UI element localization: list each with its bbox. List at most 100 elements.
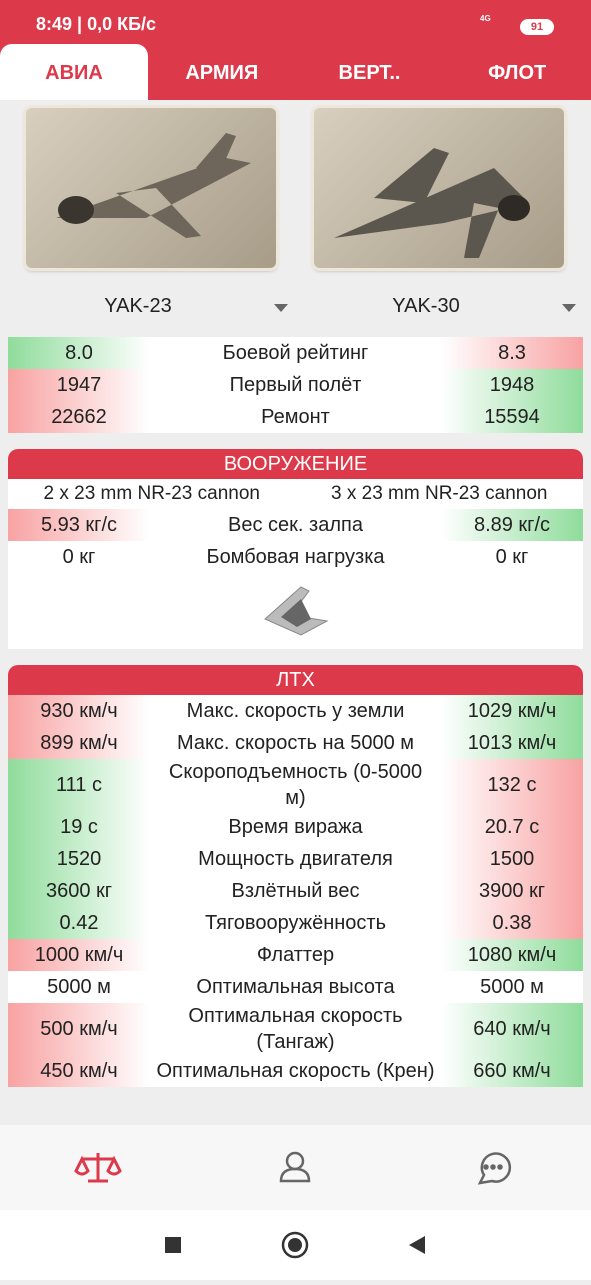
home-button[interactable] bbox=[281, 1231, 309, 1259]
left-value: 0 кг bbox=[62, 545, 96, 568]
row-label: Первый полёт bbox=[229, 374, 362, 396]
system-nav bbox=[0, 1210, 591, 1280]
network: 4G bbox=[480, 14, 491, 23]
comparison-row: 8.0 Боевой рейтинг 8.3 bbox=[8, 337, 583, 369]
row-label: Время виража bbox=[228, 816, 363, 838]
row-label: Ремонт bbox=[261, 406, 330, 428]
right-value: 0.38 bbox=[441, 907, 583, 939]
recent-button[interactable] bbox=[165, 1237, 181, 1253]
right-value: 8.89 кг/с bbox=[441, 509, 583, 541]
row-label: Оптимальная высота bbox=[196, 976, 395, 998]
row-label: Бомбовая нагрузка bbox=[206, 546, 385, 568]
dropdown-arrow[interactable] bbox=[562, 304, 576, 312]
section-header: ЛТХ bbox=[8, 665, 583, 695]
comparison-row: 1520 Мощность двигателя 1500 bbox=[8, 843, 583, 875]
row-label: Вес сек. залпа bbox=[228, 514, 363, 536]
profile-icon[interactable] bbox=[279, 1151, 311, 1183]
row-label: Флаттер bbox=[256, 944, 335, 966]
tab[interactable]: АВИА bbox=[0, 44, 148, 100]
left-value: 899 км/ч bbox=[8, 727, 150, 759]
weapons-row: 2 x 23 mm NR-23 cannon 3 x 23 mm NR-23 ca… bbox=[8, 479, 583, 509]
left-value: 500 км/ч bbox=[8, 1003, 150, 1055]
battery: 91 bbox=[520, 19, 554, 35]
system-buttons bbox=[165, 1231, 425, 1259]
comparison-row: 450 км/ч Оптимальная скорость (Крен) 660 к… bbox=[8, 1055, 583, 1087]
tab[interactable]: АРМИЯ bbox=[185, 62, 259, 84]
nav-icons bbox=[74, 1151, 512, 1185]
left-value: 5000 м bbox=[47, 975, 111, 998]
weapon: 2 x 23 mm NR-23 cannon bbox=[43, 483, 261, 504]
left-value: 0.42 bbox=[8, 907, 150, 939]
right-value: 132 с bbox=[441, 759, 583, 811]
bottom-nav bbox=[0, 1125, 591, 1210]
tab[interactable]: ФЛОТ bbox=[488, 62, 547, 84]
plane-image bbox=[56, 133, 251, 238]
content: YAK-23 YAK-30 8.0 Боевой рейтинг 8.3 1947 Пе… bbox=[0, 100, 591, 1125]
right-value: 1500 bbox=[441, 843, 583, 875]
left-value: 8.0 bbox=[8, 337, 150, 369]
comparison-row: 1000 км/ч Флаттер 1080 км/ч bbox=[8, 939, 583, 971]
right-value: 20.7 с bbox=[441, 811, 583, 843]
status-time: 8:49 | 0,0 КБ/с bbox=[36, 14, 157, 34]
right-value: 1013 км/ч bbox=[441, 727, 583, 759]
comparison-row: 19 с Время виража 20.7 с bbox=[8, 811, 583, 843]
weapon: 3 x 23 mm NR-23 cannon bbox=[331, 483, 548, 504]
dropdown-arrow[interactable] bbox=[274, 304, 288, 312]
left-value: 930 км/ч bbox=[8, 695, 150, 727]
right-value: 660 км/ч bbox=[441, 1055, 583, 1087]
rows: 930 км/ч Макс. скорость у земли 1029 км/ч 8… bbox=[8, 695, 583, 1087]
plane-image bbox=[334, 148, 530, 258]
left-value: 5.93 кг/с bbox=[8, 509, 150, 541]
performance-card: ЛТХ 930 км/ч Макс. скорость у земли 1029 к… bbox=[8, 665, 583, 1087]
row-label: Взлётный вес bbox=[231, 880, 360, 902]
right-value: 5000 м bbox=[480, 975, 544, 998]
left-value: 1947 bbox=[8, 369, 150, 401]
comparison-row: 899 км/ч Макс. скорость на 5000 м 1013 км/… bbox=[8, 727, 583, 759]
back-button[interactable] bbox=[409, 1236, 425, 1254]
row-label: Макс. скорость на 5000 м bbox=[176, 732, 415, 754]
clock: 8:49 bbox=[36, 14, 73, 34]
compare-icon[interactable] bbox=[74, 1153, 122, 1183]
left-value: 450 км/ч bbox=[8, 1055, 150, 1087]
vehicle-select[interactable]: YAK-23 bbox=[104, 295, 172, 317]
bomb-icon bbox=[8, 573, 583, 649]
left-value: 111 с bbox=[8, 759, 150, 811]
right-value: 3900 кг bbox=[441, 875, 583, 907]
icon bbox=[263, 586, 329, 636]
comparison-row: 0 кг Бомбовая нагрузка 0 кг bbox=[8, 541, 583, 573]
left-value: 1000 км/ч bbox=[8, 939, 150, 971]
comparison-row: 5000 м Оптимальная высота 5000 м bbox=[8, 971, 583, 1003]
vehicle-photo bbox=[314, 108, 564, 268]
tab-bar: АВИА АРМИЯ ВЕРТ.. ФЛОТ bbox=[0, 44, 591, 100]
row-label: Тяговооружённость bbox=[205, 912, 386, 934]
right-value: 1080 км/ч bbox=[441, 939, 583, 971]
right-value: 1029 км/ч bbox=[441, 695, 583, 727]
row-label: Оптимальная скорость (Крен) bbox=[156, 1060, 435, 1082]
vehicle-select[interactable]: YAK-30 bbox=[392, 295, 460, 317]
comparison-row: 3600 кг Взлётный вес 3900 кг bbox=[8, 875, 583, 907]
net-speed: 0,0 КБ/с bbox=[87, 14, 157, 34]
section-header: ВООРУЖЕНИЕ bbox=[8, 449, 583, 479]
left-value: 1520 bbox=[8, 843, 150, 875]
row-label: Скороподъемность (0-5000 м) bbox=[168, 761, 423, 809]
comparison-row: 500 км/ч Оптимальная скорость (Тангаж) 640… bbox=[8, 1003, 583, 1055]
tab[interactable]: ВЕРТ.. bbox=[338, 62, 401, 84]
row-label: Мощность двигателя bbox=[198, 848, 393, 870]
comparison-row: 930 км/ч Макс. скорость у земли 1029 км/ч bbox=[8, 695, 583, 727]
chat-icon[interactable] bbox=[477, 1152, 512, 1185]
row-label: Оптимальная скорость (Тангаж) bbox=[188, 1005, 403, 1053]
home-dot bbox=[288, 1238, 302, 1252]
left-value: 19 с bbox=[8, 811, 150, 843]
comparison-row: 1947 Первый полёт 1948 bbox=[8, 369, 583, 401]
comparison-row: 22662 Ремонт 15594 bbox=[8, 401, 583, 433]
right-value: 1948 bbox=[441, 369, 583, 401]
comparison-row: 0.42 Тяговооружённость 0.38 bbox=[8, 907, 583, 939]
right-value: 0 кг bbox=[495, 545, 529, 568]
comparison-row: 5.93 кг/с Вес сек. залпа 8.89 кг/с bbox=[8, 509, 583, 541]
right-value: 640 км/ч bbox=[441, 1003, 583, 1055]
right-value: 15594 bbox=[441, 401, 583, 433]
vehicle-photo bbox=[26, 108, 276, 268]
comparison-row: 111 с Скороподъемность (0-5000 м) 132 с bbox=[8, 759, 583, 811]
right-value: 8.3 bbox=[441, 337, 583, 369]
